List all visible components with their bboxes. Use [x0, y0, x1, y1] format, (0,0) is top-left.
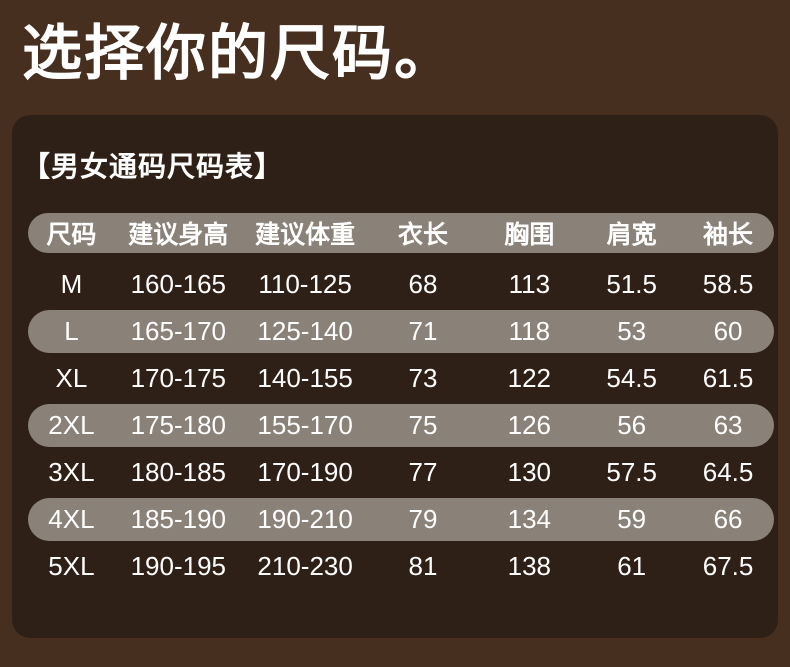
measurement-value: 113 [508, 269, 551, 299]
size-label: 2XL [48, 410, 95, 440]
measurement-value: 190-210 [257, 504, 353, 534]
measurement-value: 81 [408, 551, 438, 581]
measurement-value: 64.5 [702, 457, 754, 487]
measurement-value: 155-170 [257, 410, 353, 440]
measurement-value: 79 [408, 504, 438, 534]
measurement-value: 185-190 [130, 504, 226, 534]
table-row-4xl: 4XL 185-190 190-210 79 134 59 66 [28, 498, 774, 541]
measurement-value: 63 [713, 410, 743, 440]
measurement-value: 125-140 [257, 316, 353, 346]
table-row-5xl: 5XL 190-195 210-230 81 138 61 67.5 [28, 545, 774, 588]
measurement-value: 75 [408, 410, 438, 440]
measurement-value: 58.5 [702, 269, 754, 299]
column-header: 衣长 [397, 221, 448, 249]
measurement-value: 73 [408, 363, 438, 393]
size-table-body: M 160-165 110-125 68 113 51.5 58.5 L 165-170 125-… [28, 263, 774, 588]
page-title: 选择你的尺码。 [22, 20, 456, 87]
measurement-value: 110-125 [258, 269, 352, 299]
measurement-value: 61 [617, 551, 647, 581]
table-row-m: M 160-165 110-125 68 113 51.5 58.5 [28, 263, 774, 306]
size-chart-card-title: 【男女通码尺码表】 [22, 151, 284, 182]
measurement-value: 140-155 [257, 363, 353, 393]
table-row-3xl: 3XL 180-185 170-190 77 130 57.5 64.5 [28, 451, 774, 494]
measurement-value: 122 [507, 363, 552, 393]
column-header: 肩宽 [606, 221, 657, 249]
size-label: 3XL [48, 457, 95, 487]
measurement-value: 67.5 [702, 551, 754, 581]
measurement-value: 57.5 [606, 457, 657, 487]
size-label: 4XL [48, 504, 95, 534]
column-header: 建议身高 [128, 221, 229, 249]
measurement-value: 210-230 [257, 551, 353, 581]
table-row-2xl: 2XL 175-180 155-170 75 126 56 63 [28, 404, 774, 447]
measurement-value: 130 [507, 457, 552, 487]
table-row-xl: XL 170-175 140-155 73 122 54.5 61.5 [28, 357, 774, 400]
measurement-value: 118 [508, 316, 551, 346]
measurement-value: 170-175 [130, 363, 226, 393]
size-label: L [64, 316, 79, 346]
column-header: 胸围 [504, 221, 555, 249]
measurement-value: 54.5 [606, 363, 657, 393]
measurement-value: 66 [713, 504, 743, 534]
measurement-value: 138 [507, 551, 552, 581]
measurement-value: 175-180 [130, 410, 226, 440]
size-label: 5XL [48, 551, 95, 581]
measurement-value: 134 [507, 504, 552, 534]
measurement-value: 60 [713, 316, 743, 346]
measurement-value: 170-190 [257, 457, 353, 487]
column-header: 尺码 [46, 221, 97, 249]
measurement-value: 61.5 [702, 363, 754, 393]
measurement-value: 56 [617, 410, 647, 440]
measurement-value: 51.5 [606, 269, 657, 299]
column-header: 袖长 [703, 221, 754, 249]
measurement-value: 77 [408, 457, 438, 487]
measurement-value: 165-170 [130, 316, 226, 346]
measurement-value: 126 [507, 410, 552, 440]
measurement-value: 71 [408, 316, 438, 346]
measurement-value: 190-195 [130, 551, 226, 581]
measurement-value: 68 [408, 269, 438, 299]
size-table-header-row: 尺码 建议身高 建议体重 衣长 胸围 肩宽 袖长 [28, 213, 774, 253]
size-label: M [60, 269, 83, 299]
column-header: 建议体重 [255, 221, 356, 249]
size-chart-card: 【男女通码尺码表】 尺码 建议身高 建议体重 衣长 胸围 肩宽 袖长 M 160-165 110… [12, 115, 778, 638]
measurement-value: 53 [617, 316, 647, 346]
table-row-l: L 165-170 125-140 71 118 53 60 [28, 310, 774, 353]
measurement-value: 59 [617, 504, 647, 534]
size-table: 尺码 建议身高 建议体重 衣长 胸围 肩宽 袖长 M 160-165 110-125 68 113 5… [28, 213, 774, 588]
size-label: XL [55, 363, 88, 393]
measurement-value: 160-165 [130, 269, 226, 299]
measurement-value: 180-185 [130, 457, 226, 487]
